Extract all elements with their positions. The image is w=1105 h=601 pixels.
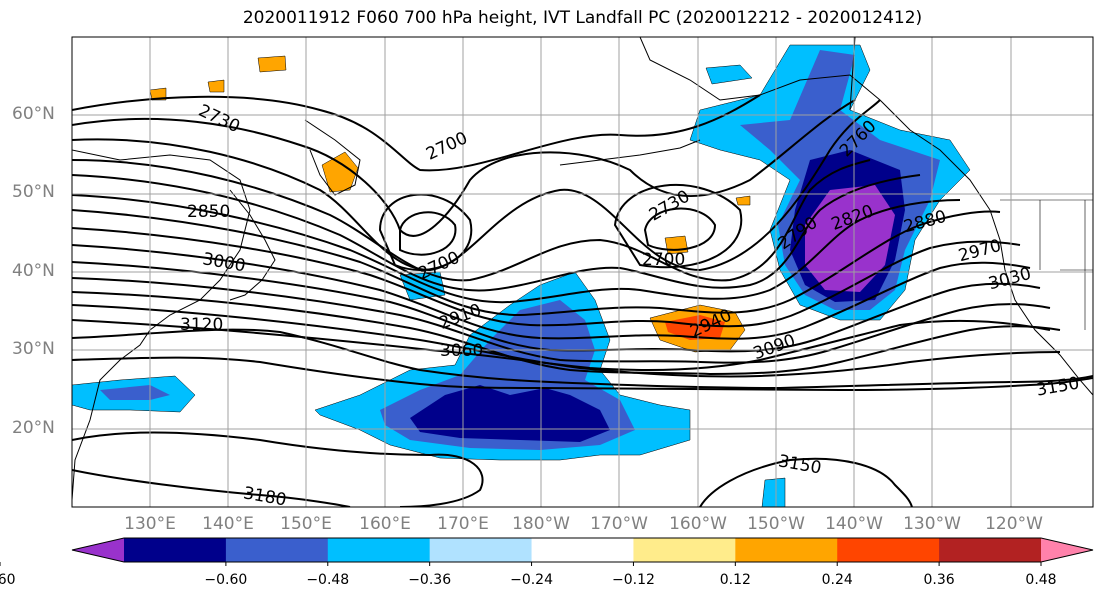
contour-label: 3150 [1035, 373, 1081, 400]
contour-3150 [72, 356, 1093, 392]
contour-label: 3120 [180, 315, 223, 335]
colorbar-tick-label: 0.48 [1025, 572, 1057, 588]
contour-2910 [72, 227, 1021, 328]
border-states [1000, 199, 1093, 330]
lon-label: 170°W [590, 514, 648, 534]
colorbar-segment [939, 538, 1042, 562]
contour-2970 [72, 261, 1041, 353]
coastline-kamchatka [304, 119, 361, 196]
contour-label: 2730 [646, 187, 693, 226]
ivt-positive-small-5 [149, 87, 167, 101]
contour-3000 [72, 277, 1051, 364]
lon-label: 120°W [985, 514, 1043, 534]
contour-3030 [72, 291, 1061, 376]
coastline-north-america [989, 209, 1093, 396]
map-frame [71, 36, 1094, 508]
contour-2730-a [72, 99, 856, 237]
colorbar-outline [71, 537, 1094, 563]
ivt-negative-region-subtropical-dark [410, 385, 610, 442]
contour-2700-north [72, 94, 761, 172]
gridlines [72, 37, 1093, 507]
contour-label: 3060 [440, 341, 483, 361]
lat-label: 30°N [12, 339, 55, 359]
contour-2760 [72, 99, 881, 272]
colorbar-tick-label: 0.12 [719, 572, 751, 588]
contour-2880 [72, 209, 1001, 317]
colorbar-tick-label: 0.36 [923, 572, 955, 588]
lon-label: 150°W [747, 514, 805, 534]
lon-label: 160°E [359, 514, 411, 534]
ivt-positive-region-central-core [665, 315, 725, 340]
colorbar-segment [735, 538, 838, 562]
contour-2820 [72, 174, 921, 292]
colorbar-tick-label: −0.60 [204, 572, 248, 588]
colorbar-segment [124, 538, 227, 562]
contour-3150-south [699, 457, 913, 507]
ivt-negative-region-west-dark [100, 385, 170, 400]
lon-label: 130°W [903, 514, 961, 534]
colorbar-tick-label: −0.24 [510, 572, 553, 588]
lon-label: 170°E [437, 514, 489, 534]
lon-label: 160°W [669, 514, 727, 534]
lon-label: 140°E [202, 514, 254, 534]
ivt-positive-small-4 [207, 79, 225, 93]
colorbar-tick-label: −0.12 [611, 572, 655, 588]
colorbar-segment [633, 538, 736, 562]
contour-label: 3030 [986, 264, 1033, 295]
ivt-negative-small-3 [761, 477, 786, 507]
contour-3060 [72, 304, 1061, 378]
contour-3090 [72, 319, 1051, 371]
ivt-positive-small-6 [735, 195, 751, 206]
contour-low-west-inner [399, 211, 457, 256]
height-contours [72, 94, 1093, 507]
coastline-japan [229, 189, 276, 301]
lat-label: 20°N [12, 418, 55, 438]
contour-label: 2700 [423, 128, 471, 164]
contour-label: 2970 [956, 236, 1003, 267]
ivt-positive-small-2 [257, 55, 287, 73]
lon-label: 150°E [280, 514, 332, 534]
lat-label: 50°N [12, 182, 55, 202]
colorbar-segment [531, 538, 634, 562]
contour-3180 [72, 431, 484, 507]
ivt-negative-region-northeast-core [805, 185, 895, 292]
aleutians [559, 139, 701, 166]
colorbar-segment [225, 538, 329, 562]
ivt-shading [72, 44, 971, 507]
ivt-negative-small-2 [705, 64, 753, 85]
contour-3120 [72, 328, 1093, 390]
colorbar-tick-label: −0.48 [306, 572, 350, 588]
contour-label: 2850 [187, 202, 230, 222]
colorbar-tick-label: 0.24 [821, 572, 853, 588]
contour-label: 2700 [642, 250, 685, 270]
lon-label: 130°E [124, 514, 176, 534]
contour-2940 [72, 244, 1031, 340]
lon-label: 180°W [512, 514, 570, 534]
colorbar-extend-high [1041, 538, 1093, 562]
contour-label: 3180 [242, 483, 288, 510]
lat-label: 40°N [12, 261, 55, 281]
contour-low-east-inner [643, 207, 717, 251]
contour-2790 [72, 159, 871, 282]
colorbar-segment [429, 538, 533, 562]
lon-label: 140°W [825, 514, 883, 534]
colorbar-segment [327, 538, 431, 562]
ivt-positive-small-1 [321, 151, 359, 193]
contour-label: 3150 [777, 451, 823, 478]
colorbar-tick-label: 0.60 [0, 572, 16, 588]
lat-label: 60°N [12, 104, 55, 124]
contour-2850 [72, 194, 961, 304]
colorbar-tick-label: −0.36 [408, 572, 452, 588]
coastline-alaska [639, 37, 991, 211]
colorbar [0, 537, 1094, 566]
map-title: 2020011912 F060 700 hPa height, IVT Land… [242, 8, 923, 28]
colorbar-extend-low [72, 538, 124, 562]
contour-label: 2730 [195, 101, 243, 137]
colorbar-segment [837, 538, 940, 562]
